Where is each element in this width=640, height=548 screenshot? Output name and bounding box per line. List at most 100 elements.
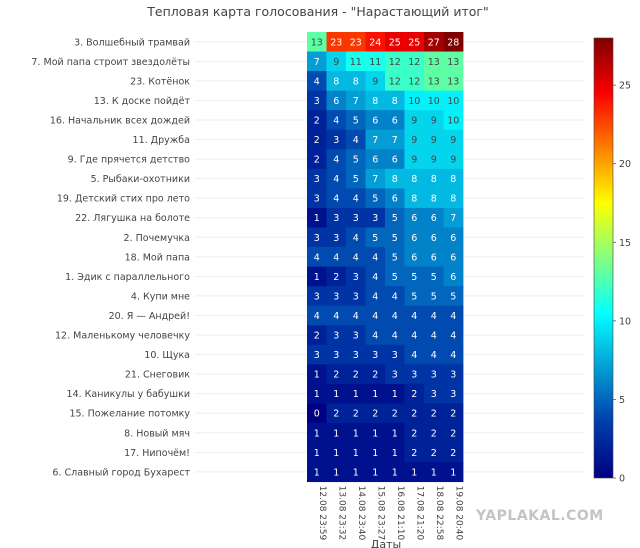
heatmap-cell	[326, 325, 347, 346]
heatmap-cell	[443, 266, 464, 287]
cell-value-label: 4	[333, 155, 339, 166]
cell-value-label: 0	[314, 409, 320, 420]
heatmap-cell	[307, 364, 327, 385]
watermark-logo: YAPLAKAL.COM	[476, 508, 604, 524]
cell-value-label: 13	[428, 57, 440, 68]
cell-value-label: 7	[450, 213, 456, 224]
heatmap-cell	[385, 110, 405, 131]
heatmap-cell	[385, 344, 405, 365]
x-tick-label: 17.08 21:20	[414, 486, 424, 541]
heatmap-cell	[346, 71, 366, 92]
heatmap-cell	[307, 442, 327, 463]
heatmap-cell	[424, 383, 444, 404]
cell-value-label: 4	[372, 291, 378, 302]
cell-value-label: 7	[372, 135, 378, 146]
heatmap-cell	[326, 286, 347, 307]
heatmap-cell	[346, 305, 366, 326]
x-axis-labels: 12.08 23:59 13.08 23:32 14.08 23:40 15.08 2…	[317, 486, 464, 541]
heatmap-cell	[424, 423, 444, 443]
cell-value-label: 6	[372, 115, 378, 126]
cell-value-label: 3	[431, 370, 437, 381]
cell-value-label: 10	[447, 115, 459, 126]
heatmap-cell	[307, 188, 327, 209]
heatmap-cell	[424, 129, 444, 150]
heatmap-cell	[346, 325, 366, 346]
cell-value-label: 25	[389, 37, 401, 48]
cell-value-label: 4	[314, 76, 320, 87]
cell-value-label: 3	[314, 174, 320, 185]
heatmap-cell	[365, 286, 386, 307]
cell-value-label: 2	[314, 331, 320, 342]
heatmap-cell	[346, 110, 366, 131]
cell-value-label: 2	[450, 409, 456, 420]
cell-value-label: 1	[314, 370, 320, 381]
cell-value-label: 12	[408, 76, 420, 87]
cell-value-label: 1	[353, 467, 359, 478]
heatmap-cell	[385, 403, 405, 424]
cell-value-label: 5	[353, 155, 359, 166]
heatmap-cell	[443, 149, 464, 170]
cell-value-label: 3	[314, 233, 320, 244]
cell-value-label: 13	[311, 37, 323, 48]
heatmap-cell	[404, 266, 425, 287]
heatmap-cell	[346, 149, 366, 170]
heatmap-cell	[385, 51, 405, 72]
cell-value-label: 10	[408, 96, 420, 107]
cell-value-label: 3	[353, 350, 359, 361]
heatmap-cell	[307, 462, 327, 483]
x-tick-label: 14.08 23:40	[356, 486, 366, 541]
cell-value-label: 4	[431, 350, 437, 361]
cell-value-label: 6	[431, 252, 437, 263]
cell-value-label: 11	[369, 57, 381, 68]
heatmap-cell	[365, 188, 386, 209]
cell-value-label: 8	[411, 174, 417, 185]
y-tick-label: 7. Мой папа строит звездолёты	[31, 57, 190, 68]
cell-value-label: 2	[353, 409, 359, 420]
cell-value-label: 2	[450, 448, 456, 459]
cell-value-label: 2	[431, 409, 437, 420]
cell-value-label: 9	[372, 76, 378, 87]
heatmap-cell	[404, 423, 425, 443]
cell-value-label: 5	[392, 272, 398, 283]
heatmap-cell	[424, 110, 444, 131]
y-tick-label: 22. Лягушка на болоте	[75, 213, 190, 224]
cell-value-label: 1	[392, 467, 398, 478]
cell-value-label: 7	[314, 57, 320, 68]
cell-value-label: 4	[353, 252, 359, 263]
cell-value-label: 3	[431, 389, 437, 400]
heatmap-cell	[307, 423, 327, 443]
cell-value-label: 28	[447, 37, 459, 48]
cell-value-label: 3	[333, 291, 339, 302]
y-tick-label: 2. Почемучка	[124, 233, 190, 244]
heatmap-cell	[365, 149, 386, 170]
cell-value-label: 5	[353, 174, 359, 185]
heatmap-cell	[346, 442, 366, 463]
cell-value-label: 1	[392, 448, 398, 459]
cell-value-label: 2	[333, 370, 339, 381]
x-tick-label: 18.08 22:58	[434, 486, 444, 541]
y-tick-label: 5. Рыбаки-охотники	[91, 174, 190, 185]
cell-value-label: 1	[314, 467, 320, 478]
heatmap-cell	[424, 207, 444, 228]
heatmap-cell	[385, 442, 405, 463]
cell-value-label: 3	[353, 291, 359, 302]
cell-value-label: 5	[450, 291, 456, 302]
heatmap-cell	[443, 227, 464, 248]
heatmap-cell	[307, 286, 327, 307]
heatmap-cell	[346, 188, 366, 209]
heatmap-cell	[404, 462, 425, 483]
cell-value-label: 8	[392, 174, 398, 185]
cell-value-label: 6	[411, 233, 417, 244]
heatmap-cells: 13 23 23 24 25 25 27 287 9 11 11 12 12 13 134 8 8 9 12 12 13…	[307, 32, 464, 483]
cell-value-label: 4	[411, 350, 417, 361]
cell-value-label: 4	[314, 311, 320, 322]
cell-value-label: 5	[392, 233, 398, 244]
x-tick-label: 16.08 21:10	[395, 486, 405, 541]
heatmap-cell	[365, 462, 386, 483]
heatmap-cell	[307, 305, 327, 326]
cell-value-label: 4	[392, 291, 398, 302]
heatmap-cell	[424, 364, 444, 385]
cell-value-label: 5	[372, 233, 378, 244]
cell-value-label: 2	[353, 370, 359, 381]
